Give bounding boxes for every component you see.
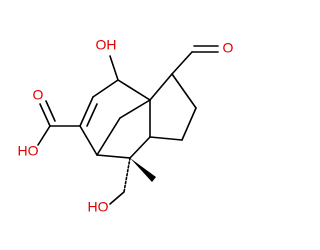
bonds — [37, 45, 219, 205]
bond — [79, 125, 98, 156]
bond — [117, 79, 151, 101]
bond — [171, 51, 193, 75]
atom-label: OH — [96, 37, 117, 53]
bond — [181, 107, 197, 141]
bond — [45, 100, 56, 122]
atom-label: HO — [88, 199, 109, 215]
bond — [109, 191, 125, 205]
bond — [39, 103, 51, 127]
bond — [37, 125, 51, 146]
bond — [119, 99, 151, 119]
bond — [92, 79, 119, 98]
bond — [149, 73, 173, 101]
bond — [129, 136, 151, 159]
bond — [79, 96, 94, 127]
bond — [149, 136, 183, 141]
bond — [86, 103, 98, 127]
molecule: OH O O HO HO — [18, 37, 234, 215]
bond — [109, 55, 119, 81]
bond — [171, 73, 197, 109]
atom-label: HO — [18, 143, 39, 159]
bond — [96, 117, 121, 156]
bond — [96, 154, 131, 159]
atom-label: O — [33, 87, 44, 103]
atom-label: O — [223, 40, 234, 56]
hash-bond — [123, 157, 131, 193]
wedge-bond — [130, 158, 156, 182]
